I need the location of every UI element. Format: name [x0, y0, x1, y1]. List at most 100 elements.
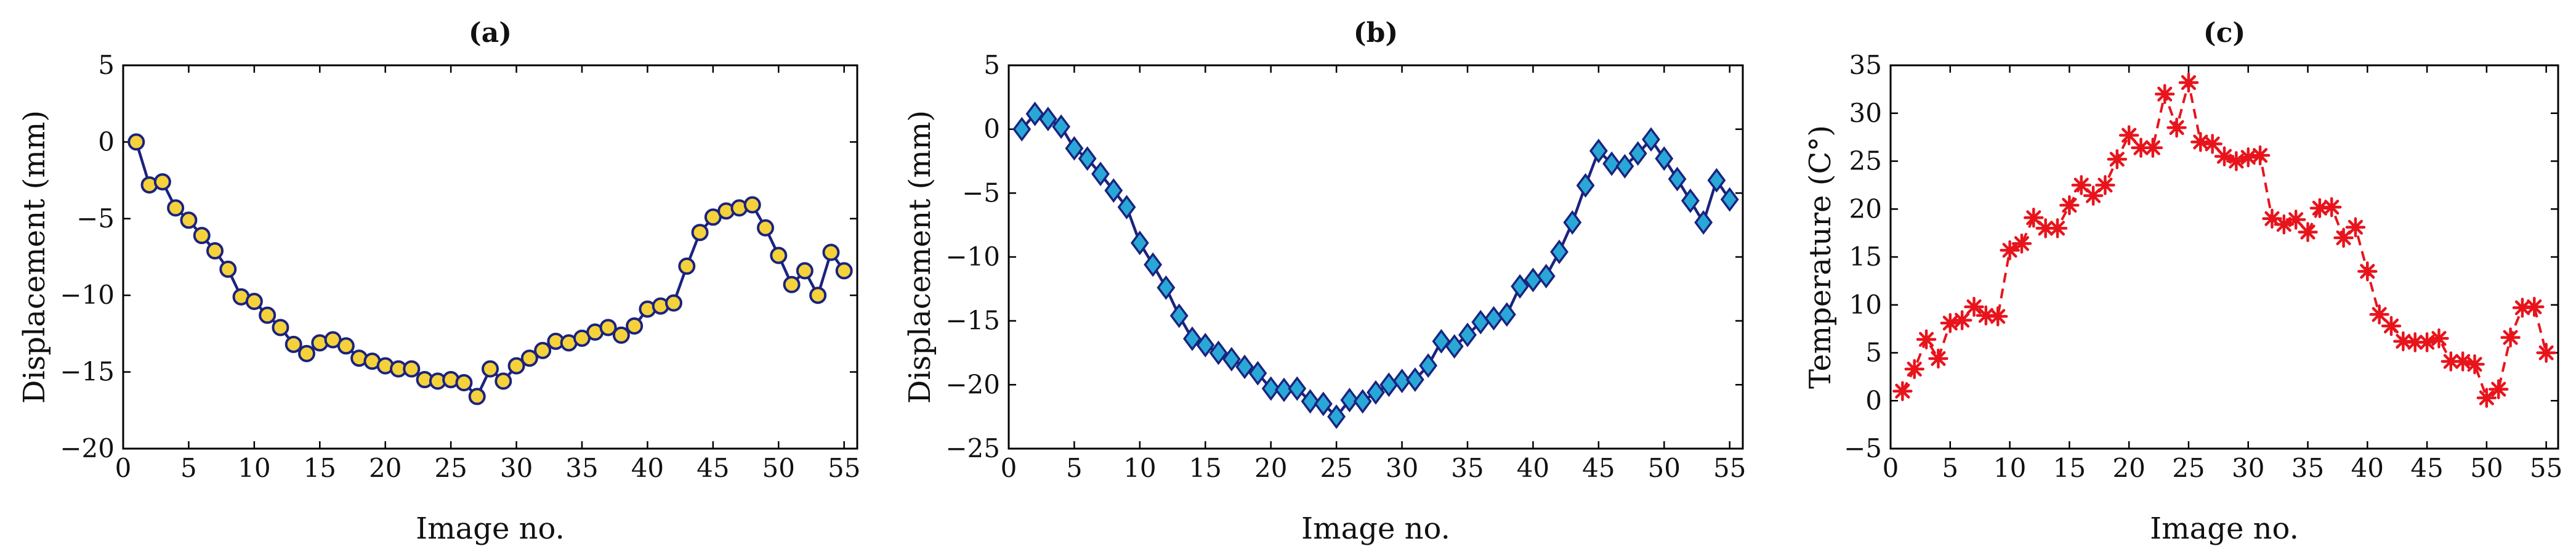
- y-tick-label: −20: [945, 369, 1000, 399]
- x-tick-label: 45: [1582, 453, 1615, 483]
- x-tick-label: 25: [434, 453, 467, 483]
- panel-a: (a)0 5 10 15 20 25 30 35 40 45 50 5550−5−10−15−20Im…: [17, 17, 860, 546]
- x-tick-label: 45: [696, 453, 729, 483]
- y-tick-label: −5: [76, 203, 115, 234]
- chart-title: (b): [1354, 17, 1398, 49]
- data-point: [2095, 175, 2115, 195]
- x-tick-label: 30: [2232, 453, 2264, 483]
- data-point: [180, 211, 198, 229]
- data-point: [1144, 252, 1163, 277]
- panel-c: (c)0 5 10 15 20 25 30 35 40 45 50 5535302520151050−…: [1803, 17, 2562, 546]
- data-point: [2131, 137, 2151, 158]
- data-point: [1392, 369, 1411, 394]
- data-point: [1563, 210, 1582, 235]
- y-tick-label: −15: [60, 357, 115, 387]
- y-axis-label: Displacement (mm): [903, 110, 937, 404]
- y-tick-label: 10: [1849, 290, 1882, 320]
- data-point: [2047, 218, 2068, 238]
- data-point: [1655, 146, 1674, 171]
- data-point: [1576, 173, 1595, 198]
- y-tick-label: −20: [60, 433, 115, 463]
- data-point: [2274, 214, 2295, 235]
- data-point: [2524, 296, 2545, 317]
- data-point: [2333, 227, 2354, 248]
- data-point: [1405, 367, 1424, 392]
- data-point: [809, 287, 827, 304]
- data-point: [2142, 137, 2163, 158]
- data-point: [193, 227, 211, 245]
- data-point: [1511, 274, 1530, 299]
- data-point: [1952, 310, 1972, 330]
- data-point: [2441, 351, 2461, 372]
- y-tick-label: −25: [945, 433, 1000, 463]
- data-point: [2059, 195, 2080, 216]
- data-point: [1987, 306, 2008, 327]
- x-tick-label: 5: [180, 453, 197, 483]
- data-point: [2500, 327, 2521, 348]
- data-point: [1314, 391, 1333, 417]
- x-tick-label: 0: [1001, 453, 1017, 483]
- data-point: [2238, 147, 2258, 168]
- x-tick-label: 10: [238, 453, 270, 483]
- data-point: [2381, 316, 2402, 336]
- data-point: [1628, 141, 1647, 166]
- x-tick-label: 40: [1517, 453, 1549, 483]
- x-tick-label: 5: [1066, 453, 1083, 483]
- data-point: [822, 243, 840, 261]
- data-point: [599, 319, 617, 336]
- data-point: [1432, 328, 1451, 354]
- data-point: [507, 357, 525, 375]
- data-point: [2000, 240, 2020, 261]
- data-point: [272, 319, 289, 336]
- y-tick-label: −5: [962, 177, 1000, 208]
- data-point: [835, 262, 853, 280]
- data-point: [2154, 84, 2175, 104]
- data-point: [796, 262, 814, 280]
- data-point: [298, 344, 315, 362]
- data-point: [1157, 275, 1176, 300]
- data-point: [1892, 381, 1913, 401]
- data-point: [2298, 222, 2318, 242]
- x-tick-label: 5: [1942, 453, 1958, 483]
- data-point: [403, 360, 421, 378]
- data-point: [1209, 340, 1228, 365]
- data-point: [1275, 377, 1293, 402]
- y-tick-label: 15: [1849, 242, 1882, 272]
- y-tick-label: 5: [983, 50, 1000, 80]
- data-point: [2262, 208, 2282, 229]
- data-point: [2429, 328, 2449, 349]
- data-point: [1419, 353, 1438, 378]
- data-point: [1183, 326, 1201, 351]
- data-point: [245, 293, 263, 311]
- data-point: [2285, 210, 2306, 230]
- axis-frame: [122, 64, 858, 450]
- data-point: [1235, 354, 1254, 380]
- x-tick-label: 30: [1386, 453, 1418, 483]
- x-axis-label: Image no.: [416, 511, 565, 546]
- data-point: [534, 341, 552, 359]
- y-tick-label: 5: [1865, 338, 1882, 368]
- data-point: [1602, 151, 1621, 176]
- data-point: [167, 199, 185, 217]
- x-tick-label: 0: [1883, 453, 1899, 483]
- data-point: [1222, 346, 1241, 372]
- y-tick-label: 25: [1849, 146, 1882, 176]
- data-point: [2345, 217, 2366, 238]
- data-point: [482, 360, 499, 378]
- data-point: [1038, 107, 1057, 131]
- data-point: [757, 219, 774, 237]
- data-point: [1025, 101, 1044, 126]
- data-point: [2071, 175, 2091, 195]
- y-tick-label: −10: [945, 242, 1000, 272]
- data-point: [2035, 218, 2056, 238]
- data-point: [2309, 198, 2330, 218]
- x-tick-label: 35: [1451, 453, 1484, 483]
- x-tick-label: 0: [115, 453, 132, 483]
- data-point: [1471, 309, 1490, 335]
- data-point: [1497, 302, 1516, 327]
- x-tick-label: 10: [1993, 453, 2026, 483]
- data-point: [1694, 210, 1713, 235]
- data-point: [665, 294, 682, 312]
- data-point: [2369, 304, 2389, 325]
